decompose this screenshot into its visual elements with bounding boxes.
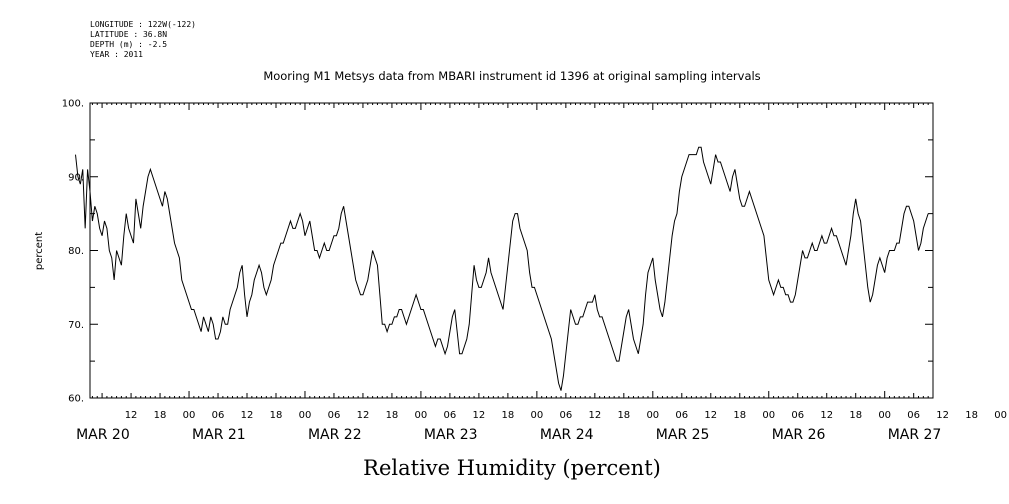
x-hour-label: 00 bbox=[530, 410, 543, 421]
y-tick-label: 60. bbox=[68, 394, 84, 405]
x-day-label: MAR 25 bbox=[656, 427, 710, 443]
y-axis-label: percent bbox=[34, 232, 45, 270]
x-hour-label: 06 bbox=[328, 410, 341, 421]
x-hour-label: 12 bbox=[820, 410, 833, 421]
x-day-label: MAR 22 bbox=[308, 427, 362, 443]
x-hour-label: 18 bbox=[965, 410, 978, 421]
x-hour-label: 00 bbox=[646, 410, 659, 421]
x-day-label: MAR 23 bbox=[424, 427, 478, 443]
x-hour-label: 18 bbox=[502, 410, 515, 421]
x-day-label: MAR 27 bbox=[888, 427, 942, 443]
x-hour-label: 18 bbox=[270, 410, 283, 421]
plot-frame bbox=[89, 102, 934, 399]
x-axis bbox=[91, 103, 934, 398]
meta-depth: DEPTH (m) : -2.5 bbox=[90, 40, 168, 49]
x-hour-label: 12 bbox=[936, 410, 949, 421]
x-hour-label: 06 bbox=[444, 410, 457, 421]
x-hour-label: 18 bbox=[617, 410, 630, 421]
x-day-label: MAR 26 bbox=[772, 427, 826, 443]
meta-year: YEAR : 2011 bbox=[90, 50, 143, 59]
x-hour-label: 00 bbox=[183, 410, 196, 421]
chart-caption: Relative Humidity (percent) bbox=[363, 456, 661, 480]
y-tick-label: 80. bbox=[68, 246, 84, 257]
x-day-labels: MAR 20 MAR 21 MAR 22 MAR 23 MAR 24 MAR 25 MAR … bbox=[76, 427, 941, 443]
x-day-label: MAR 24 bbox=[540, 427, 594, 443]
y-tick-label: 100. bbox=[62, 99, 84, 110]
x-hour-label: 12 bbox=[241, 410, 254, 421]
x-hour-label: 00 bbox=[762, 410, 775, 421]
y-tick-label: 90. bbox=[68, 172, 84, 183]
y-tick-label: 70. bbox=[68, 320, 84, 331]
x-hour-label: 06 bbox=[212, 410, 225, 421]
x-hour-label: 00 bbox=[878, 410, 891, 421]
x-hour-label: 12 bbox=[357, 410, 370, 421]
humidity-series-line bbox=[75, 146, 929, 391]
meta-latitude: LATITUDE : 36.8N bbox=[90, 30, 168, 39]
x-day-label: MAR 21 bbox=[192, 427, 246, 443]
x-hour-label: 12 bbox=[588, 410, 601, 421]
x-hour-label: 18 bbox=[849, 410, 862, 421]
x-hour-label: 00 bbox=[415, 410, 428, 421]
x-hour-label: 06 bbox=[675, 410, 688, 421]
chart-title: Mooring M1 Metsys data from MBARI instru… bbox=[263, 69, 760, 83]
x-hour-label: 06 bbox=[907, 410, 920, 421]
x-hour-labels: 12 18 00 06 12 18 00 06 12 18 00 06 12 18 00 06 12 18 00 06… bbox=[125, 410, 1007, 421]
x-hour-label: 12 bbox=[704, 410, 717, 421]
x-hour-label: 18 bbox=[733, 410, 746, 421]
meta-longitude: LONGITUDE : 122W(-122) bbox=[90, 20, 196, 29]
metadata-block: LONGITUDE : 122W(-122) LATITUDE : 36.8N … bbox=[90, 20, 196, 60]
x-hour-label: 12 bbox=[473, 410, 486, 421]
x-day-label: MAR 20 bbox=[76, 427, 130, 443]
x-hour-label: 18 bbox=[386, 410, 399, 421]
x-hour-label: 00 bbox=[299, 410, 312, 421]
x-hour-label: 06 bbox=[559, 410, 572, 421]
y-axis: 60. 70. 80. 90. 100. bbox=[62, 99, 933, 405]
x-hour-label: 06 bbox=[791, 410, 804, 421]
x-hour-label: 18 bbox=[154, 410, 167, 421]
x-hour-label: 12 bbox=[125, 410, 138, 421]
x-hour-label: 00 bbox=[994, 410, 1007, 421]
